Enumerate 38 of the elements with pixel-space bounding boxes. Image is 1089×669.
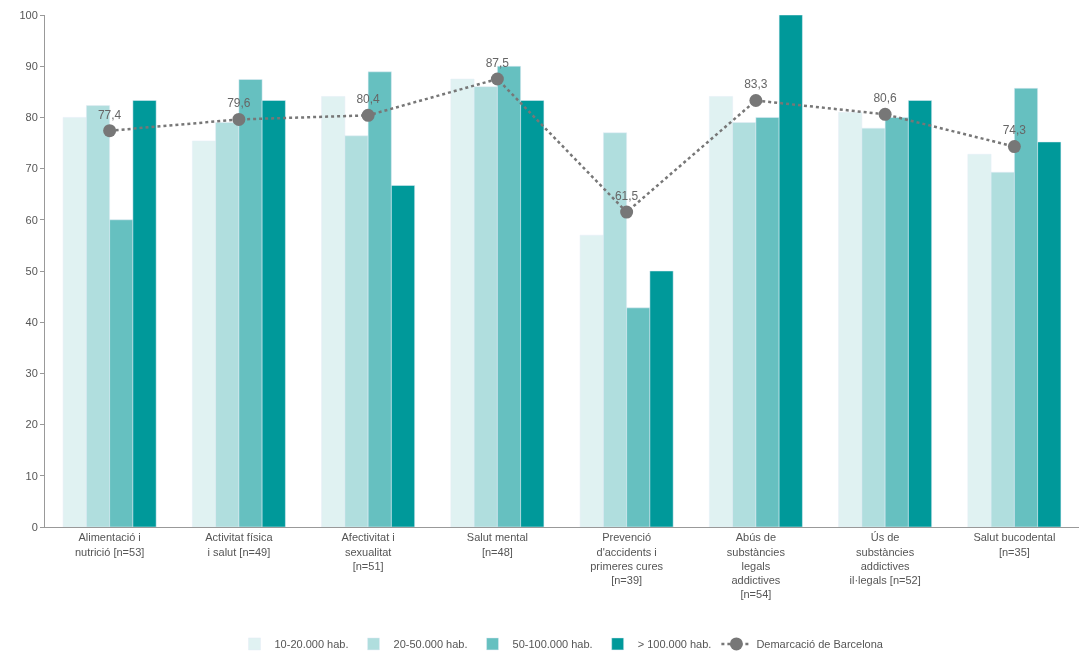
point [1007, 140, 1021, 154]
x-tick-label: Salut mental [n=48] [466, 531, 528, 558]
legend-label: > 100.000 hab. [637, 638, 712, 651]
y-tick-label: 90 [25, 60, 38, 73]
legend-label: 10-20.000 hab. [274, 638, 349, 651]
point [749, 94, 763, 107]
x-tick-label: Salut bucodental [n=35] [973, 531, 1056, 558]
y-tick-label: 10 [25, 469, 38, 482]
data-label: 83,3 [744, 77, 768, 92]
point [878, 107, 892, 121]
y-tick-label: 0 [31, 520, 38, 533]
data-label: 87,5 [485, 55, 510, 70]
point [103, 124, 117, 138]
x-tick-label: Afectivitat i sexualitat [n=51] [341, 531, 395, 572]
y-tick-label: 50 [25, 264, 38, 277]
data-label: 80,6 [873, 91, 898, 106]
point [620, 205, 634, 219]
y-tick-label: 100 [19, 8, 38, 21]
data-label: 61,5 [614, 188, 639, 203]
y-tick-label: 70 [25, 162, 38, 175]
legend-label: 50-100.000 hab. [512, 638, 593, 651]
x-tick-label: Abús de substàncies legals addictives [n=54] [726, 531, 786, 601]
y-tick-label: 60 [25, 213, 38, 226]
x-tick-label: Alimentació i nutrició [n=53] [74, 531, 145, 558]
point [361, 108, 375, 122]
legend-label: 20-50.000 hab. [393, 638, 468, 651]
data-label: 79,6 [227, 96, 251, 111]
y-tick-label: 20 [25, 418, 38, 431]
point [490, 72, 504, 86]
data-label: 77,4 [97, 107, 122, 122]
y-tick-label: 30 [25, 367, 38, 380]
legend-label: Demarcació de Barcelona [756, 638, 884, 651]
y-tick-label: 40 [25, 316, 38, 329]
y-tick-label: 80 [25, 111, 38, 124]
x-tick-label: Ús de substàncies addictives il·legals [n=52] [849, 531, 921, 587]
x-tick-label: Activitat física i salut [n=49] [205, 531, 274, 558]
point [232, 112, 246, 126]
x-tick-label: Prevenció d'accidents i primeres cures [n=39] [590, 531, 664, 587]
